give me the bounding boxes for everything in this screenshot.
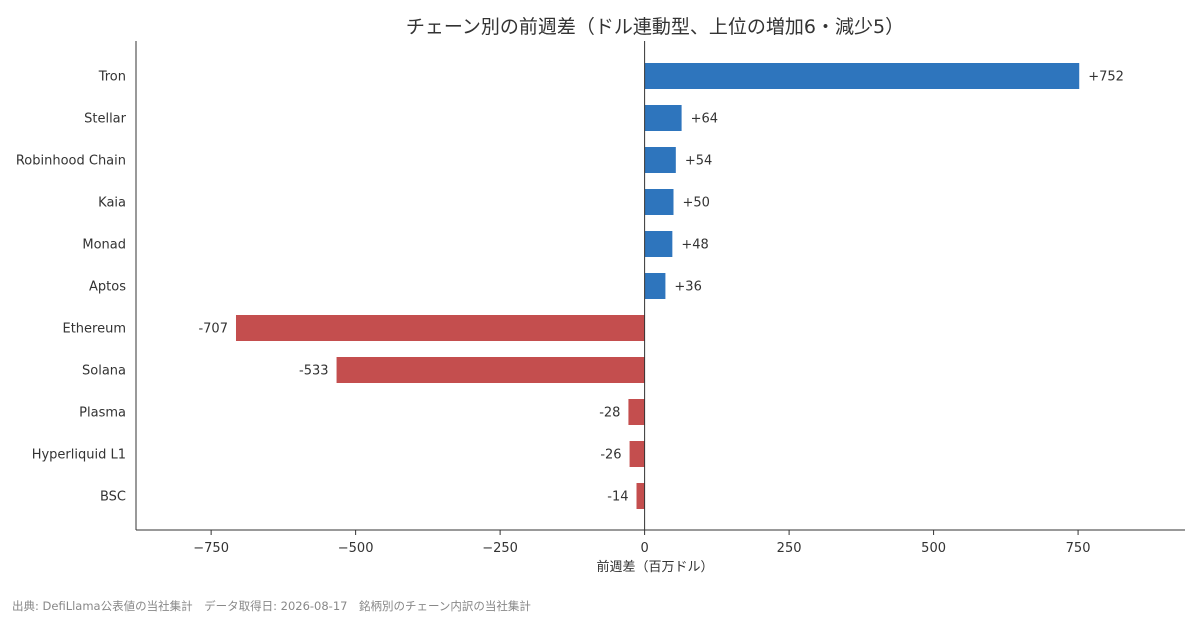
bar-kaia (644, 189, 674, 215)
chart-title: チェーン別の前週差（ドル連動型、上位の増加6・減少5） (406, 16, 904, 38)
x-tick-label: 750 (1066, 541, 1091, 556)
category-label: Monad (82, 238, 126, 253)
bar-plasma (628, 399, 645, 425)
category-label: Aptos (89, 280, 126, 295)
category-label: Stellar (84, 112, 127, 127)
category-label: Hyperliquid L1 (32, 448, 126, 463)
data-label: -26 (600, 448, 621, 463)
x-tick-label: 250 (777, 541, 802, 556)
category-label: Robinhood Chain (16, 154, 126, 169)
data-labels: +752 +64 +54 +50 +48 +36 -707 -533 -28 -26 -14 (198, 70, 1123, 505)
data-label: +36 (674, 280, 701, 295)
x-tick-label: −750 (193, 541, 229, 556)
data-label: -14 (607, 490, 628, 505)
data-label: -707 (198, 322, 228, 337)
x-tick-label: −500 (338, 541, 374, 556)
category-labels: Tron Stellar Robinhood Chain Kaia Monad Aptos… (16, 70, 127, 505)
data-label: +54 (685, 154, 712, 169)
source-note: 出典: DefiLlama公表値の当社集計 データ取得日: 2026-08-17… (12, 599, 531, 613)
bar-solana (336, 357, 645, 383)
bar-tron (644, 63, 1080, 89)
data-label: -533 (299, 364, 329, 379)
category-label: Solana (82, 364, 126, 379)
x-tick-label: −250 (482, 541, 518, 556)
bar-stellar (644, 105, 682, 131)
category-label: Kaia (98, 196, 126, 211)
data-label: +48 (681, 238, 708, 253)
category-label: BSC (100, 490, 126, 505)
x-axis-ticks: −750 −500 −250 0 250 500 750 (193, 530, 1090, 556)
bar-monad (644, 231, 673, 257)
x-tick-label: 0 (640, 541, 648, 556)
data-label: -28 (599, 406, 620, 421)
bar-hyperliquid-l1 (629, 441, 645, 467)
data-label: +50 (683, 196, 710, 211)
data-label: +64 (691, 112, 718, 127)
bars-group (235, 63, 1080, 509)
category-label: Tron (98, 70, 126, 85)
bar-bsc (636, 483, 645, 509)
category-label: Ethereum (62, 322, 126, 337)
category-label: Plasma (79, 406, 126, 421)
x-tick-label: 500 (921, 541, 946, 556)
bar-ethereum (235, 315, 645, 341)
data-label: +752 (1088, 70, 1124, 85)
x-axis-title: 前週差（百万ドル） (596, 559, 713, 575)
bar-robinhood-chain (644, 147, 676, 173)
bar-aptos (644, 273, 666, 299)
